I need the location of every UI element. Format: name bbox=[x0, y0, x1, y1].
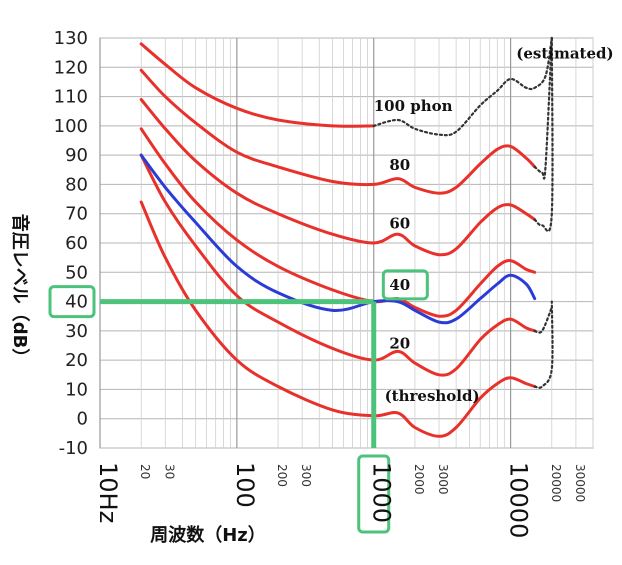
curve-label: 40 bbox=[389, 276, 410, 294]
curve-label: 60 bbox=[389, 214, 410, 232]
estimated-curve bbox=[533, 36, 553, 180]
y-tick-label: 120 bbox=[54, 57, 88, 78]
x-tick-major-label: 100 bbox=[231, 462, 259, 508]
y-tick-label: 10 bbox=[65, 379, 88, 400]
x-tick-major-label: 1000 bbox=[368, 462, 396, 523]
equal-loudness-curve bbox=[139, 153, 537, 377]
y-tick-label: 0 bbox=[77, 409, 88, 430]
estimated-curve bbox=[533, 36, 554, 233]
y-tick-label: 40 bbox=[65, 292, 88, 313]
equal-loudness-curve bbox=[139, 42, 376, 128]
highlight-guides bbox=[48, 269, 429, 534]
x-tick-minor-label: 20000 bbox=[549, 464, 563, 502]
highlight-box-curve-label bbox=[381, 269, 429, 301]
x-tick-minor-label: 30 bbox=[162, 464, 176, 479]
equal-loudness-curve bbox=[139, 98, 537, 257]
x-tick-minor-label: 2000 bbox=[412, 464, 426, 495]
y-tick-label: 50 bbox=[65, 262, 88, 283]
estimated-curve bbox=[533, 300, 554, 389]
x-tick-minor-label: 300 bbox=[299, 464, 313, 487]
curve-label: 20 bbox=[389, 334, 410, 352]
equal-loudness-curve bbox=[139, 68, 537, 195]
highlight-box-xtick bbox=[357, 454, 391, 534]
y-tick-label: 100 bbox=[54, 116, 88, 137]
x-axis-label: 周波数（Hz） bbox=[150, 524, 266, 546]
y-tick-label: 110 bbox=[54, 87, 88, 108]
y-tick-label: -10 bbox=[59, 438, 88, 459]
x-tick-minor-label: 3000 bbox=[436, 464, 450, 495]
curve-label: (estimated) bbox=[516, 45, 613, 63]
estimated-curve bbox=[372, 36, 553, 137]
y-tick-label: 130 bbox=[54, 28, 88, 49]
highlight-box-ytick bbox=[48, 285, 96, 319]
y-axis-label: 音圧レベル（dB） bbox=[9, 214, 31, 367]
equal-loudness-curve bbox=[139, 127, 537, 318]
curve-label: (threshold) bbox=[385, 387, 480, 405]
curve-label: 80 bbox=[389, 156, 410, 174]
curves bbox=[139, 36, 554, 438]
equal-loudness-curve bbox=[139, 200, 537, 438]
x-tick-major-label: 10Hz bbox=[94, 462, 122, 523]
x-tick-major-label: 10000 bbox=[505, 462, 533, 538]
x-tick-minor-label: 200 bbox=[275, 464, 289, 487]
y-tick-label: 80 bbox=[65, 174, 88, 195]
grid bbox=[99, 37, 594, 449]
y-tick-label: 70 bbox=[65, 204, 88, 225]
curve-label: 100 phon bbox=[374, 97, 453, 115]
measured-curve bbox=[139, 153, 537, 325]
estimated-curve bbox=[533, 306, 553, 334]
y-tick-label: 30 bbox=[65, 321, 88, 342]
x-tick-minor-label: 30000 bbox=[573, 464, 587, 502]
y-tick-label: 60 bbox=[65, 233, 88, 254]
y-tick-label: 90 bbox=[65, 145, 88, 166]
x-tick-minor-label: 20 bbox=[138, 464, 152, 479]
labels: -10 0 10 20 30 40 50 60 70 80 90 100 110 120 130 10Hz 10… bbox=[9, 28, 614, 546]
y-tick-label: 20 bbox=[65, 350, 88, 371]
